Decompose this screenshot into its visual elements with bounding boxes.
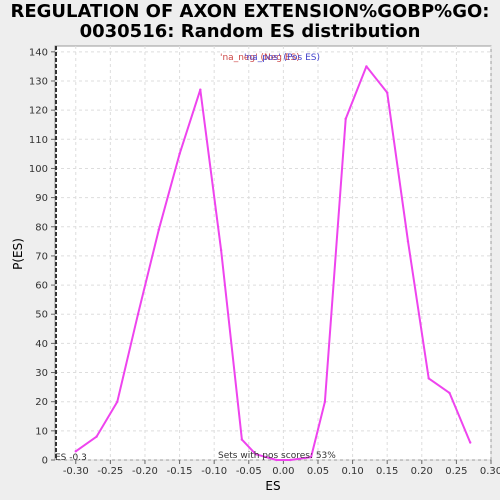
x-tick-label: 0.25 (445, 466, 467, 477)
x-tick-label: -0.05 (236, 466, 262, 477)
distribution-point (309, 455, 313, 459)
x-tick-label: -0.20 (132, 466, 158, 477)
distribution-point (116, 400, 119, 403)
distribution-point (136, 313, 140, 316)
y-tick-label: 70 (35, 251, 48, 262)
x-tick-label: 0.20 (411, 466, 433, 477)
legend: 'na_neg' (Neg ES) 'na_pos' (Pos ES) (220, 53, 320, 63)
distribution-point (427, 377, 430, 380)
x-tick-label: 0.05 (307, 466, 329, 477)
y-tick-label: 10 (35, 426, 48, 437)
observed-es-label: ES -0.3 (55, 453, 87, 463)
distribution-point (219, 248, 223, 252)
y-tick-label: 40 (35, 339, 48, 350)
chart-title: REGULATION OF AXON EXTENSION%GOBP%GO: 00… (0, 2, 500, 42)
x-axis-title: ES (265, 479, 280, 493)
distribution-point (289, 458, 292, 462)
distribution-point (240, 438, 244, 441)
y-tick-label: 100 (29, 164, 48, 175)
y-tick-label: 110 (29, 135, 48, 146)
series-layer (55, 46, 472, 462)
chart-title-line-1: REGULATION OF AXON EXTENSION%GOBP%GO: (10, 1, 490, 22)
pos-scores-annotation: Sets with pos scores: 53% (218, 451, 336, 461)
distribution-point (254, 452, 257, 456)
legend-neg-label: 'na_neg' (Neg ES) (220, 53, 300, 63)
y-axis-title: P(ES) (11, 238, 25, 270)
legend-pos-label: 'na_pos' (Pos ES) (244, 53, 320, 63)
distribution-point (385, 91, 389, 94)
y-tick-label: 90 (35, 193, 48, 204)
x-tick-label: 0.10 (341, 466, 363, 477)
distribution-point (157, 228, 161, 231)
y-tick-label: 30 (35, 368, 48, 379)
y-tick-label: 80 (35, 222, 48, 233)
x-tick-label: 0.30 (480, 466, 500, 477)
distribution-point (406, 240, 410, 243)
axes-layer: 0102030405060708090100110120130140-0.30-… (29, 47, 500, 477)
distribution-point (95, 435, 98, 438)
distribution-point (275, 458, 278, 462)
grid-layer (55, 46, 492, 461)
y-tick-label: 50 (35, 310, 48, 321)
distribution-point (365, 65, 368, 68)
distribution-point (323, 400, 327, 403)
y-tick-label: 0 (42, 456, 48, 467)
x-tick-label: 0.15 (376, 466, 398, 477)
y-tick-label: 130 (29, 76, 48, 87)
x-tick-label: -0.30 (63, 466, 89, 477)
y-tick-label: 140 (29, 47, 48, 58)
y-tick-label: 120 (29, 106, 48, 117)
distribution-point (469, 441, 472, 444)
distribution-point (199, 88, 202, 91)
y-tick-label: 60 (35, 281, 48, 292)
plot-area (54, 45, 492, 461)
distribution-point (448, 391, 451, 395)
distribution-point (344, 117, 347, 121)
x-tick-label: -0.25 (97, 466, 123, 477)
x-tick-label: -0.15 (167, 466, 193, 477)
x-tick-label: -0.10 (201, 466, 227, 477)
x-tick-label: 0.00 (272, 466, 294, 477)
y-tick-label: 20 (35, 397, 48, 408)
chart-title-line-2: 0030516: Random ES distribution (79, 21, 421, 42)
distribution-point (74, 450, 77, 453)
distribution-point (178, 152, 181, 156)
